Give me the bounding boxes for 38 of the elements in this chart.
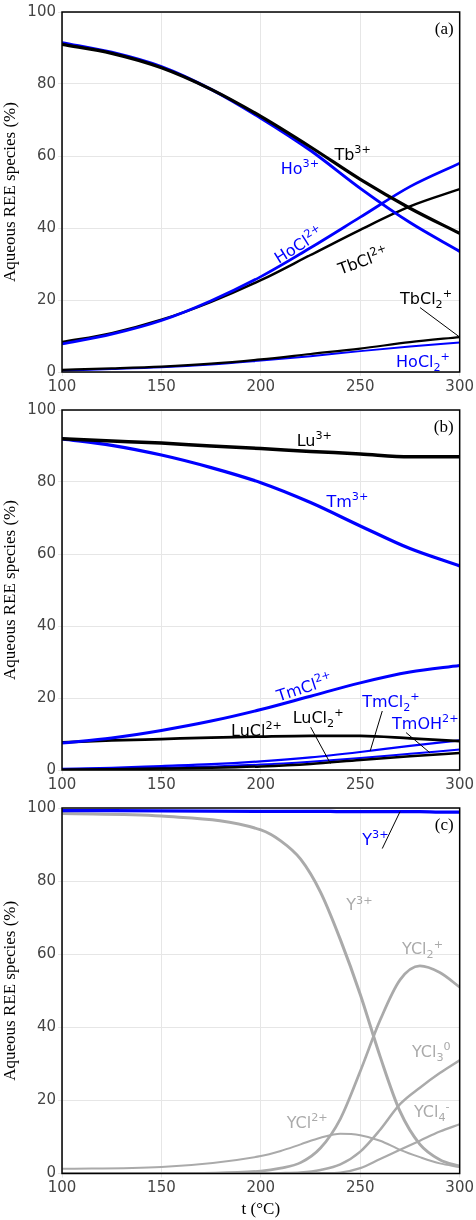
x-tick-label: 150 xyxy=(147,774,176,793)
chart-title: (a) xyxy=(434,19,454,38)
y-tick-label: 100 xyxy=(27,399,56,418)
y-tick-label: 0 xyxy=(46,759,56,778)
y-axis-title: Aqueous REE species (%) xyxy=(0,900,19,1081)
y-tick-label: 20 xyxy=(36,1090,56,1109)
x-tick-label: 250 xyxy=(345,774,375,793)
x-tick-label: 250 xyxy=(345,1178,375,1197)
chart-title: (c) xyxy=(434,815,454,834)
x-axis-title: t (°C) xyxy=(241,1199,281,1219)
text: TmCl2+ xyxy=(273,667,333,706)
y-tick-label: 40 xyxy=(36,1017,56,1036)
y-tick-label: 20 xyxy=(36,687,56,706)
y-tick-label: 60 xyxy=(36,944,56,963)
x-tick-label: 250 xyxy=(345,376,375,395)
x-tick-label: 300 xyxy=(445,774,475,793)
y-tick-label: 80 xyxy=(36,871,56,890)
y-tick-label: 60 xyxy=(36,543,56,562)
x-tick-label: 200 xyxy=(246,376,276,395)
x-tick-label: 300 xyxy=(445,376,475,395)
text: TbCl2+ xyxy=(334,241,389,279)
x-tick-label: 150 xyxy=(147,376,176,395)
y-tick-label: 80 xyxy=(36,73,56,92)
y-tick-label: 40 xyxy=(36,615,56,634)
y-tick-label: 0 xyxy=(46,361,56,380)
y-tick-label: 40 xyxy=(36,217,56,236)
y-tick-label: 100 xyxy=(27,1,56,20)
y-tick-label: 80 xyxy=(36,471,56,490)
x-tick-label: 200 xyxy=(246,774,276,793)
y-axis-title: Aqueous REE species (%) xyxy=(0,102,19,282)
y-tick-label: 60 xyxy=(36,145,56,164)
x-tick-label: 300 xyxy=(445,1178,475,1197)
y-tick-label: 20 xyxy=(36,289,56,308)
chart-title: (b) xyxy=(433,417,454,436)
y-tick-label: 100 xyxy=(27,797,56,816)
x-tick-label: 150 xyxy=(147,1178,176,1197)
x-tick-label: 200 xyxy=(246,1178,276,1197)
y-axis-title: Aqueous REE species (%) xyxy=(0,500,19,680)
